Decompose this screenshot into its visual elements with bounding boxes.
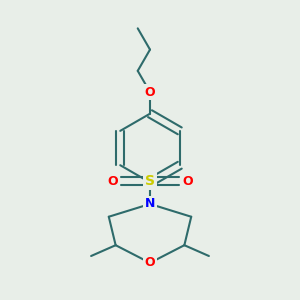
Text: O: O	[145, 85, 155, 99]
Text: N: N	[145, 197, 155, 211]
Text: O: O	[145, 256, 155, 269]
Text: S: S	[145, 174, 155, 188]
Text: O: O	[107, 175, 118, 188]
Text: O: O	[182, 175, 193, 188]
